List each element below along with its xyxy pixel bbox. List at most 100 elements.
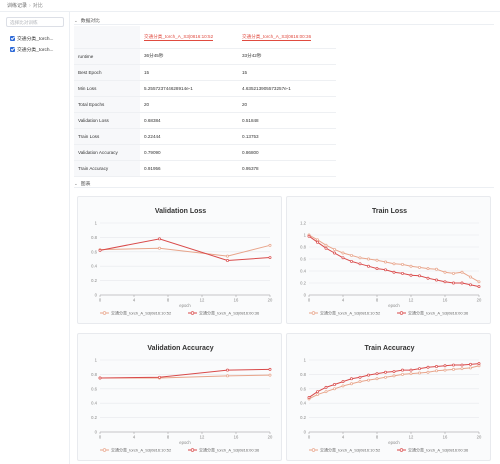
x-tick-label: 20 [477,298,482,303]
data-point [375,377,379,381]
compare-key-cell: Train Accuracy [74,160,140,177]
x-tick-label: 12 [200,435,205,440]
compare-key-cell: Best Epoch [74,64,140,81]
data-point [401,372,404,376]
data-point [226,254,229,258]
compare-row: Train Loss 0.22444 0.13753 [74,128,336,145]
data-point [375,258,379,262]
legend-label[interactable]: 交通分类_torch_A_S3|0816:10:52 [111,447,172,453]
sidebar-run-item[interactable]: 交通分类_torch... [10,34,68,42]
compare-value-cell: 0.91956 [140,160,238,177]
compare-value-cell: 0.95378 [238,160,336,177]
legend-marker-icon [102,311,107,315]
x-tick-label: 0 [99,435,102,440]
x-tick-label: 16 [234,435,239,440]
legend-label[interactable]: 交通分类_torch_A_S3|0816:00:36 [199,310,260,316]
data-point [452,367,455,371]
x-tick-label: 4 [133,298,136,303]
legend-label[interactable]: 交通分类_torch_A_S3|0816:10:52 [320,447,381,453]
section-divider [74,24,494,25]
chart-train-accuracy: Train Accuracy 0 0.2 0.4 0.6 0.8 1 0 4 8 12 16 20 epo… [286,333,491,461]
data-point [316,393,319,397]
data-point [316,240,319,244]
compare-header-row: 交通分类_torch_A_S3|0816:10:52 交通分类_torch_A_S… [74,26,336,49]
series-line [99,238,271,261]
data-point [435,267,438,271]
data-point [158,237,161,241]
checkbox-checked-icon[interactable] [10,35,15,41]
data-point [307,395,311,399]
data-point [98,376,102,380]
compare-row: Validation Accuracy 0.79090 0.86800 [74,144,336,161]
legend-label[interactable]: 交通分类_torch_A_S3|0816:00:36 [199,447,260,453]
legend-label[interactable]: 交通分类_torch_A_S3|0816:10:52 [111,310,172,316]
legend-marker-icon [399,311,404,315]
data-point [392,374,396,378]
data-point [409,264,413,268]
sidebar-run-item[interactable]: 交通分类_torch... [10,45,68,53]
y-tick-label: 0.2 [91,415,97,420]
data-point [375,267,379,271]
sidebar-run-label: 交通分类_torch... [17,47,54,53]
y-tick-label: 0.4 [300,401,306,406]
data-point [443,270,447,274]
data-point [477,285,481,289]
sidebar-run-label: 交通分类_torch... [17,36,54,42]
chart-title: Train Accuracy [365,345,415,352]
section-data-compare[interactable]: ⌄ 数据对比 [74,17,100,25]
legend-label[interactable]: 交通分类_torch_A_S3|0816:10:52 [320,310,381,316]
data-point [375,372,379,376]
y-tick-label: 0.2 [91,278,97,283]
data-point [435,365,438,368]
chevron-down-icon: ⌄ [74,180,78,186]
data-point [98,248,102,252]
legend-marker-icon [102,448,107,452]
data-point [341,380,345,384]
y-tick-label: 0.4 [91,264,97,269]
compare-run-header[interactable]: 交通分类_torch_A_S3|0816:10:52 [140,26,238,49]
data-point [350,253,353,257]
legend-marker-icon [399,448,404,452]
run-select-input[interactable]: 选择比对训练 [6,17,64,27]
data-point [384,375,387,379]
compare-key-cell [74,26,140,49]
x-tick-label: 0 [308,435,311,440]
compare-row: runtime 36分45秒 33分42秒 [74,48,336,65]
compare-run-header[interactable]: 交通分类_torch_A_S3|0816:00:36 [238,26,336,49]
x-tick-label: 16 [443,298,448,303]
legend-label[interactable]: 交通分类_torch_A_S3|0816:00:36 [408,447,469,453]
data-point [226,374,229,378]
data-point [358,375,362,379]
legend-label[interactable]: 交通分类_torch_A_S3|0816:00:36 [408,310,469,316]
data-point [358,380,362,384]
data-point [418,371,421,375]
legend-marker-icon [190,311,195,315]
data-point [469,366,472,370]
section-charts[interactable]: ⌄ 图表 [74,180,90,188]
compare-value-cell: 36分45秒 [140,48,238,65]
data-point [460,281,464,285]
y-tick-label: 1.2 [300,221,306,226]
compare-value-cell: 20 [140,96,238,113]
x-tick-label: 0 [99,298,102,303]
checkbox-checked-icon[interactable] [10,46,15,52]
data-point [367,373,370,377]
data-point [477,362,481,366]
data-point [452,271,455,275]
data-point [158,246,161,250]
breadcrumb-root[interactable]: 训练记录 [7,3,28,9]
data-point [268,367,272,371]
compare-row: Min Loss 5.255723744628914e-1 4.6352139055… [74,80,336,97]
compare-row: Train Accuracy 0.91956 0.95378 [74,160,336,177]
data-point [341,251,345,255]
series-line [308,235,480,288]
x-tick-label: 20 [268,298,273,303]
data-point [426,276,430,280]
y-tick-label: 0.6 [300,257,306,262]
data-point [426,365,430,369]
data-point [333,387,336,391]
x-tick-label: 8 [167,435,170,440]
y-tick-label: 0 [95,293,98,298]
compare-value-cell: 0.79090 [140,144,238,161]
data-point [460,367,464,371]
